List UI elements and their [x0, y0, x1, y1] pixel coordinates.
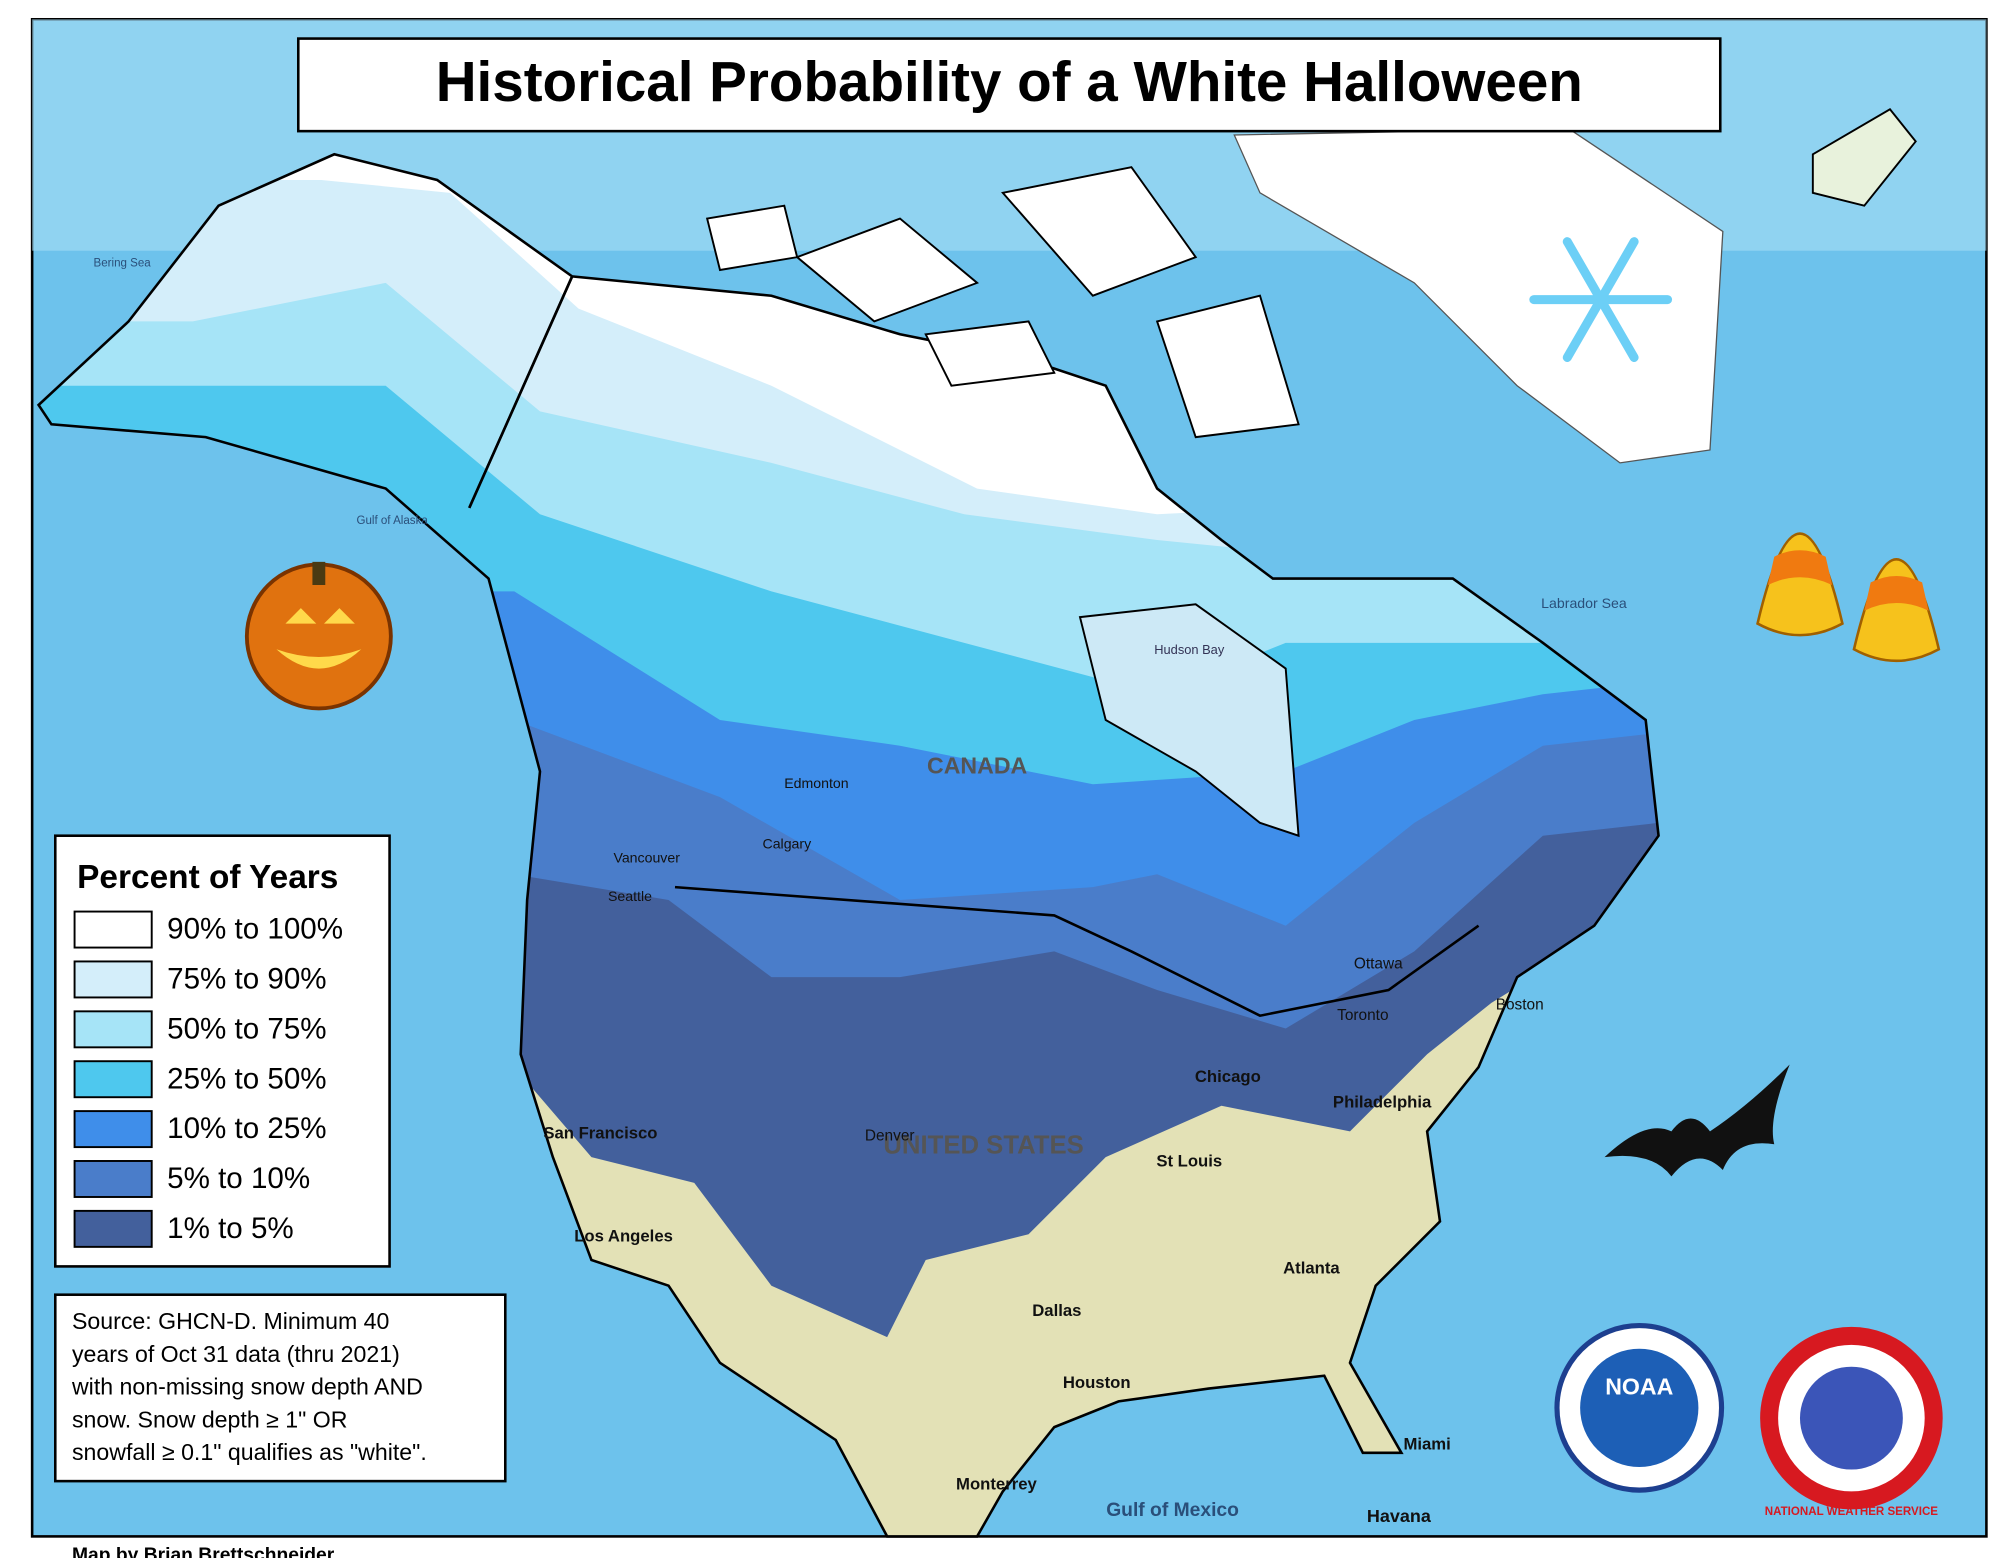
legend-label: 75% to 90%: [167, 963, 326, 996]
map-label: Los Angeles: [574, 1226, 673, 1245]
source-box: [53, 1293, 507, 1483]
alaska-border: [468, 275, 574, 509]
map-label: Chicago: [1195, 1067, 1261, 1086]
snowflake-arm: [1562, 237, 1606, 305]
source-text: snowfall ≥ 0.1" qualifies as "white".: [72, 1439, 427, 1465]
greenland: [1233, 127, 1724, 464]
nws-inner: [1799, 1366, 1903, 1470]
snowflake-arm: [1596, 295, 1639, 362]
arctic-island: [795, 217, 980, 323]
credit-bg: [0, 1538, 2016, 1558]
map-label: Edmonton: [784, 775, 848, 791]
arctic-island: [705, 204, 799, 272]
pumpkin-icon: [244, 562, 393, 711]
pumpkin-face: [276, 608, 362, 669]
legend-title: Percent of Years: [77, 859, 338, 896]
hudson-bay: [1078, 603, 1300, 838]
legend-label: 90% to 100%: [167, 913, 343, 946]
bat-icon: [1604, 1064, 1790, 1177]
arctic-island: [924, 320, 1056, 387]
legend-swatch: [73, 960, 153, 999]
map-label: Labrador Sea: [1541, 595, 1627, 611]
source-text: Source: GHCN-D. Minimum 40: [72, 1308, 389, 1334]
map-label: Denver: [865, 1128, 915, 1145]
map-label: Gulf of Alaska: [356, 515, 428, 527]
map-label: San Francisco: [543, 1123, 657, 1142]
map-label: Toronto: [1337, 1007, 1388, 1024]
map-label: St Louis: [1156, 1152, 1222, 1171]
arctic-island: [1155, 294, 1300, 439]
map-label: Atlanta: [1283, 1258, 1340, 1277]
snowflake-icon: [1529, 237, 1673, 362]
legend-swatch: [73, 1110, 153, 1149]
legend-swatch: [73, 1209, 153, 1248]
source-text: with non-missing snow depth AND: [71, 1374, 423, 1400]
legend-label: 5% to 10%: [167, 1162, 310, 1195]
legend-swatch: [73, 1060, 153, 1099]
map-label: Houston: [1063, 1373, 1131, 1392]
map-label: Bering Sea: [94, 258, 152, 270]
map-label: Miami: [1403, 1435, 1450, 1454]
map-label: Vancouver: [613, 850, 680, 866]
map-label: Philadelphia: [1333, 1093, 1432, 1112]
legend-swatch: [73, 1160, 153, 1198]
map-label: Havana: [1367, 1506, 1432, 1526]
legend-label: 1% to 5%: [167, 1212, 294, 1245]
pumpkin-stem: [312, 561, 326, 585]
source-text: snow. Snow depth ≥ 1" OR: [72, 1406, 347, 1432]
candy-corn-band: [1864, 575, 1929, 611]
credit-text: Map by Brian Brettschneider: [72, 1545, 335, 1558]
legend-swatch: [73, 1010, 153, 1049]
map-label: Gulf of Mexico: [1106, 1500, 1239, 1521]
noaa-text: NOAA: [1605, 1374, 1673, 1400]
candy-corn-band: [1767, 550, 1833, 585]
legend-label: 25% to 50%: [167, 1062, 326, 1095]
arctic-island: [1001, 166, 1198, 297]
map-label: Seattle: [608, 888, 652, 904]
map-label: Hudson Bay: [1154, 642, 1225, 657]
map-label: Dallas: [1032, 1301, 1081, 1320]
nws-text: NATIONAL WEATHER SERVICE: [1765, 1506, 1939, 1518]
legend-label: 50% to 75%: [167, 1012, 326, 1045]
source-text: years of Oct 31 data (thru 2021): [72, 1341, 400, 1367]
noaa-inner: [1580, 1348, 1699, 1467]
map-title: Historical Probability of a White Hallow…: [436, 50, 1583, 113]
title-box: [296, 37, 1722, 133]
legend-box: [53, 834, 391, 1268]
map-label: Monterrey: [956, 1474, 1037, 1493]
legend-label: 10% to 25%: [167, 1112, 326, 1145]
map-label: Calgary: [763, 835, 813, 851]
map-label: Ottawa: [1354, 955, 1403, 972]
map-label: UNITED STATES: [883, 1132, 1083, 1160]
snowflake-arm: [1562, 295, 1606, 362]
map-label: Boston: [1496, 996, 1544, 1013]
snowflake-arm: [1596, 237, 1639, 305]
legend-swatch: [73, 910, 153, 949]
iceland: [1811, 108, 1917, 207]
map-label: CANADA: [927, 753, 1028, 779]
